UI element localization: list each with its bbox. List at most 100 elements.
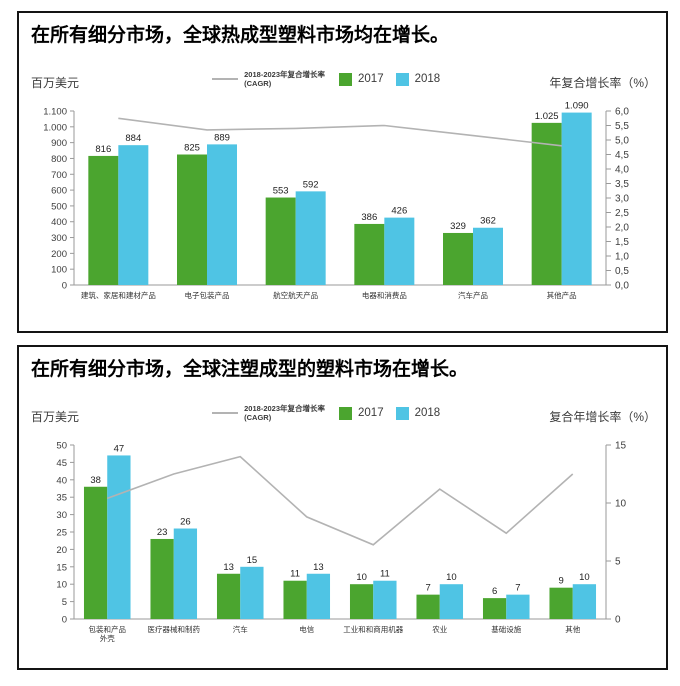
category-label: 医疗器械和制药	[148, 624, 201, 634]
injection-molded-bar-line-chart: 0 5 10 15 20 25 30 35 40 45 50 0 5 10 15 38 47 包装和产品 外壳 23 2…	[19, 425, 666, 660]
bar-value-label-2018: 7	[515, 582, 520, 593]
legend-2018-label: 2018	[414, 407, 441, 420]
bar-value-label-2018: 884	[125, 133, 141, 144]
bar-2017	[265, 197, 296, 285]
bar-2017	[216, 573, 241, 619]
bar-2017	[482, 597, 507, 619]
cagr-line-swatch	[212, 412, 239, 415]
category-label: 其他产品	[547, 290, 577, 300]
right-axis-tick-label: 3,0	[615, 193, 629, 204]
bar-2017	[88, 155, 119, 285]
bar-value-label-2018: 426	[391, 205, 407, 216]
right-axis-label: 年复合增长率（%）	[549, 75, 656, 90]
bar-2018	[561, 112, 592, 285]
bar-value-label-2017: 38	[90, 475, 101, 486]
category-label: 电子包装产品	[185, 290, 230, 300]
bar-2017	[354, 223, 385, 285]
category-label: 其他	[565, 624, 580, 634]
bar-2018	[295, 191, 326, 285]
bar-value-label-2017: 1.025	[535, 111, 559, 122]
chart-legend: 2018-2023年复合增长率 (CAGR) 2017 2018	[212, 404, 446, 423]
bar-2018	[118, 144, 149, 285]
bar-value-label-2017: 9	[558, 575, 563, 586]
bar-2018	[572, 583, 597, 619]
series-2018-swatch	[395, 406, 409, 420]
bar-value-label-2017: 10	[356, 572, 367, 583]
bar-2018	[306, 573, 331, 619]
bar-value-label-2018: 1.090	[565, 100, 589, 111]
bar-2017	[150, 538, 174, 619]
bar-value-label-2017: 553	[273, 185, 289, 196]
right-axis-tick-label: 5	[615, 556, 621, 567]
right-axis-tick-label: 10	[615, 498, 627, 509]
left-axis-tick-label: 200	[51, 249, 67, 260]
series-2017-swatch	[339, 406, 353, 420]
thermoformed-bar-line-chart: 0 100 200 300 400 500 600 700 800 900 1.000 1.100 0,…	[19, 91, 666, 317]
bar-2017	[177, 154, 207, 285]
cagr-line	[106, 455, 574, 546]
bar-value-label-2017: 6	[492, 586, 497, 597]
chart-header: 百万美元 2018-2023年复合增长率 (CAGR) 2017 2018 年复…	[19, 70, 666, 91]
right-axis-tick-label: 15	[615, 440, 627, 451]
bar-value-label-2018: 26	[180, 516, 191, 527]
left-axis-tick-label: 35	[56, 492, 67, 503]
left-axis-tick-label: 700	[51, 170, 67, 181]
left-axis-tick-label: 20	[56, 545, 67, 556]
bar-2017	[549, 587, 573, 619]
left-axis-tick-label: 50	[56, 440, 67, 451]
legend-cagr-sublabel: (CAGR)	[244, 79, 272, 89]
bar-2018	[373, 580, 397, 619]
legend-2017-label: 2017	[358, 407, 384, 420]
left-axis-tick-label: 1.100	[43, 106, 67, 117]
right-axis-tick-label: 0,0	[615, 280, 629, 291]
bar-value-label-2018: 10	[446, 572, 457, 583]
bar-value-label-2017: 825	[184, 142, 200, 153]
legend-cagr-sublabel: (CAGR)	[244, 413, 272, 423]
bar-2017	[349, 583, 374, 619]
category-label: 工业和和商用机器	[343, 624, 403, 634]
left-axis-tick-label: 15	[56, 562, 67, 573]
category-label: 基础设施	[491, 624, 521, 634]
series-2017-swatch	[339, 72, 353, 86]
right-axis-tick-label: 2,0	[615, 222, 629, 233]
right-axis-tick-label: 5,5	[615, 121, 629, 132]
left-axis-unit-label: 百万美元	[31, 75, 80, 90]
bar-value-label-2017: 23	[157, 527, 168, 538]
category-label: 电信	[299, 624, 314, 634]
bar-2018	[207, 144, 237, 285]
left-axis-tick-label: 800	[51, 154, 67, 165]
bar-2018	[240, 566, 264, 619]
left-axis-tick-label: 100	[51, 264, 67, 275]
bar-value-label-2018: 362	[480, 216, 496, 227]
right-axis-tick-label: 3,5	[615, 179, 629, 190]
thermoformed-plastics-chart-panel: 在所有细分市场，全球热成型塑料市场均在增长。 百万美元 2018-2023年复合…	[17, 11, 668, 333]
left-axis-tick-label: 30	[56, 510, 67, 521]
bar-value-label-2017: 329	[450, 221, 466, 232]
bar-value-label-2017: 386	[361, 212, 377, 223]
chart-legend: 2018-2023年复合增长率 (CAGR) 2017 2018	[212, 70, 446, 89]
legend-2018-label: 2018	[414, 73, 441, 86]
bar-2018	[439, 583, 464, 619]
legend-cagr-label: 2018-2023年复合增长率	[244, 69, 326, 79]
bar-2018	[173, 528, 198, 619]
bar-value-label-2017: 13	[223, 562, 234, 573]
cagr-line	[118, 117, 562, 147]
bar-2018	[473, 227, 503, 285]
left-axis-tick-label: 500	[51, 201, 67, 212]
left-axis-tick-label: 400	[51, 217, 67, 228]
legend-cagr-label: 2018-2023年复合增长率	[244, 403, 326, 413]
category-label: 包装和产品	[89, 624, 127, 634]
chart-title: 在所有细分市场，全球注塑成型的塑料市场在增长。	[31, 359, 469, 380]
bar-value-label-2018: 15	[247, 555, 258, 566]
right-axis-tick-label: 4,5	[615, 150, 629, 161]
left-axis-tick-label: 5	[62, 597, 67, 608]
right-axis-tick-label: 1,5	[615, 237, 629, 248]
right-axis-tick-label: 5,0	[615, 135, 629, 146]
bar-2018	[107, 455, 131, 619]
category-label: 汽车产品	[458, 290, 488, 300]
bar-value-label-2017: 11	[290, 569, 300, 580]
series-2018-swatch	[395, 72, 409, 86]
left-axis-tick-label: 40	[56, 475, 67, 486]
bar-2017	[283, 580, 307, 619]
category-label: 航空航天产品	[273, 290, 318, 300]
